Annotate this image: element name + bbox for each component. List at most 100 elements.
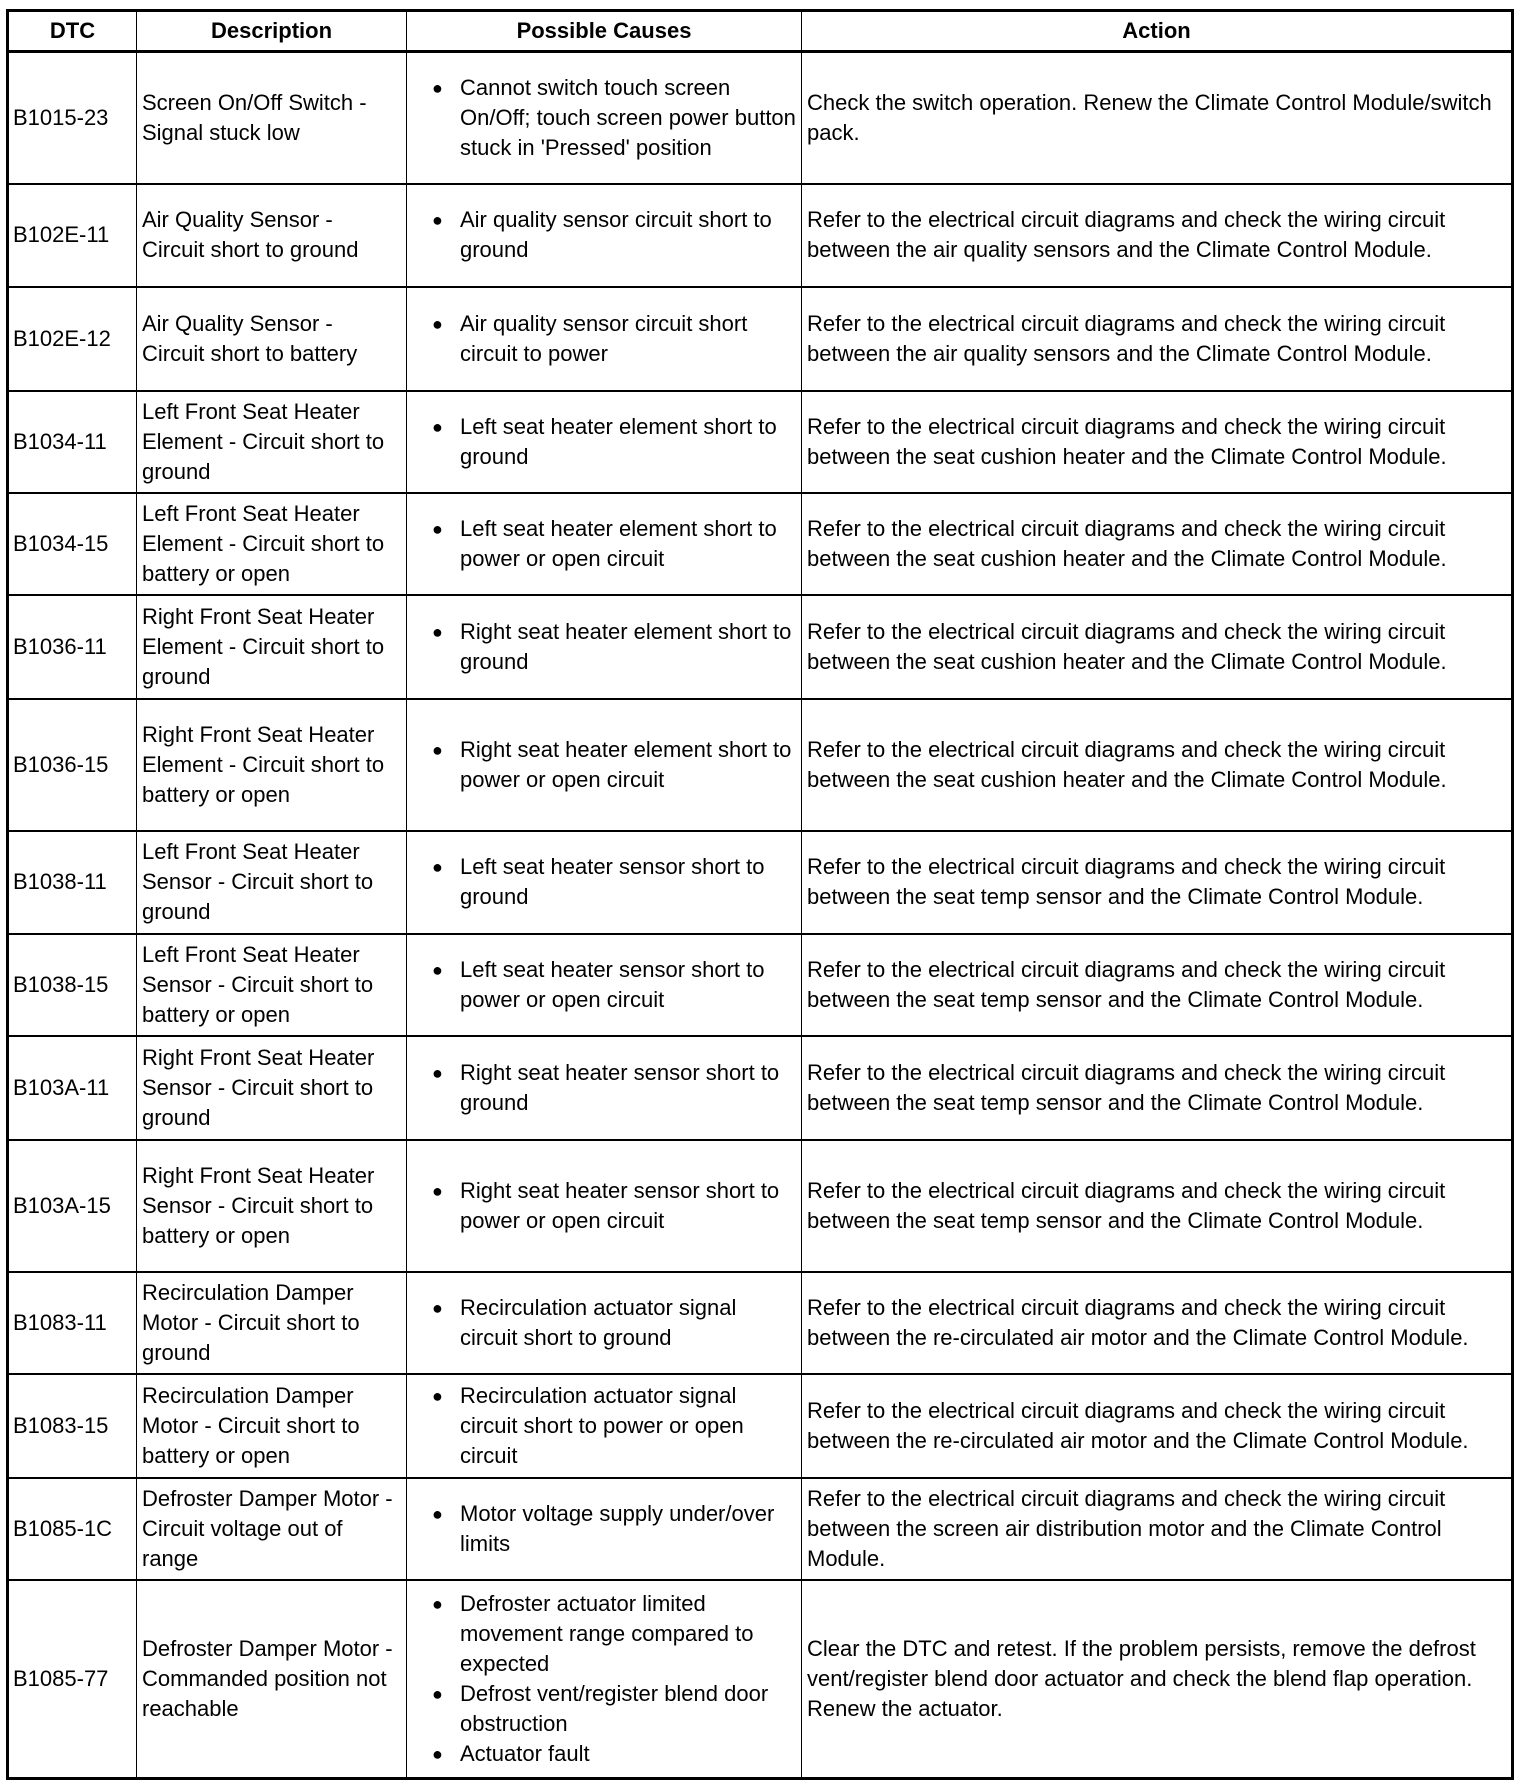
- dtc-code: B1038-11: [7, 830, 137, 935]
- cause-text: Air quality sensor circuit short to grou…: [460, 207, 772, 262]
- dtc-description: Right Front Seat Heater Element - Circui…: [136, 594, 407, 700]
- causes-list: ● Right seat heater sensor short to groun…: [412, 1058, 796, 1118]
- cause-text: Recirculation actuator signal circuit sh…: [460, 1294, 737, 1350]
- causes-list: ● Air quality sensor circuit short to gro…: [412, 205, 796, 265]
- causes-list: ● Left seat heater element short to groun…: [412, 412, 796, 472]
- causes-list: ● Left seat heater sensor short to power …: [412, 955, 796, 1015]
- header-description: Description: [136, 10, 407, 53]
- header-action: Action: [801, 10, 1513, 53]
- action-text: Refer to the electrical circuit diagrams…: [801, 492, 1513, 596]
- possible-causes: ● Defroster actuator limited movement ran…: [406, 1579, 802, 1780]
- cause-text: Recirculation actuator signal circuit sh…: [460, 1382, 744, 1468]
- causes-list: ● Cannot switch touch screen On/Off; touc…: [412, 73, 796, 163]
- cause-text: Right seat heater element short to groun…: [460, 618, 792, 674]
- dtc-code: B1083-15: [7, 1373, 137, 1479]
- action-text: Check the switch operation. Renew the Cl…: [801, 51, 1513, 185]
- cause-text: Left seat heater element short to power …: [460, 515, 777, 571]
- cause-item: ● Air quality sensor circuit short circui…: [432, 309, 796, 369]
- cause-text: Right seat heater sensor short to power …: [460, 1177, 780, 1233]
- cause-item: ● Right seat heater sensor short to groun…: [432, 1058, 796, 1118]
- bullet-icon: ●: [432, 959, 443, 980]
- dtc-code: B1036-11: [7, 594, 137, 700]
- cause-item: ● Cannot switch touch screen On/Off; touc…: [432, 73, 796, 163]
- bullet-icon: ●: [432, 857, 443, 877]
- cause-text: Air quality sensor circuit short circuit…: [460, 310, 748, 366]
- cause-item: ● Recirculation actuator signal circuit s…: [432, 1381, 796, 1471]
- causes-list: ● Recirculation actuator signal circuit s…: [412, 1293, 796, 1353]
- cause-text: Motor voltage supply under/over limits: [460, 1500, 775, 1556]
- dtc-description: Air Quality Sensor - Circuit short to ba…: [136, 286, 407, 392]
- possible-causes: ● Left seat heater sensor short to ground: [406, 830, 802, 935]
- dtc-code: B1085-1C: [7, 1477, 137, 1581]
- dtc-description: Defroster Damper Motor - Circuit voltage…: [136, 1477, 407, 1581]
- bullet-icon: ●: [432, 518, 443, 539]
- dtc-description: Left Front Seat Heater Sensor - Circuit …: [136, 933, 407, 1037]
- cause-text: Defrost vent/register blend door obstruc…: [460, 1680, 769, 1736]
- dtc-description: Recirculation Damper Motor - Circuit sho…: [136, 1271, 407, 1375]
- bullet-icon: ●: [432, 77, 443, 98]
- causes-list: ● Air quality sensor circuit short circui…: [412, 309, 796, 369]
- dtc-code: B1083-11: [7, 1271, 137, 1375]
- dtc-description: Right Front Seat Heater Sensor - Circuit…: [136, 1035, 407, 1141]
- action-text: Refer to the electrical circuit diagrams…: [801, 830, 1513, 935]
- possible-causes: ● Left seat heater sensor short to power …: [406, 933, 802, 1037]
- bullet-icon: ●: [432, 1385, 443, 1406]
- cause-item: ● Left seat heater element short to power…: [432, 514, 796, 574]
- table-row: B1085-77 Defroster Damper Motor - Command…: [7, 1579, 1513, 1780]
- possible-causes: ● Air quality sensor circuit short circui…: [406, 286, 802, 392]
- causes-list: ● Recirculation actuator signal circuit s…: [412, 1381, 796, 1471]
- causes-list: ● Motor voltage supply under/over limits: [412, 1499, 796, 1559]
- possible-causes: ● Right seat heater sensor short to power…: [406, 1139, 802, 1273]
- action-text: Refer to the electrical circuit diagrams…: [801, 1271, 1513, 1375]
- cause-text: Right seat heater element short to power…: [460, 736, 792, 792]
- table-row: B103A-11 Right Front Seat Heater Sensor -…: [7, 1035, 1513, 1141]
- table-row: B1015-23 Screen On/Off Switch - Signal st…: [7, 51, 1513, 185]
- possible-causes: ● Motor voltage supply under/over limits: [406, 1477, 802, 1581]
- table-row: B1083-11 Recirculation Damper Motor - Cir…: [7, 1271, 1513, 1375]
- cause-text: Cannot switch touch screen On/Off; touch…: [460, 74, 796, 160]
- action-text: Refer to the electrical circuit diagrams…: [801, 698, 1513, 832]
- dtc-description: Right Front Seat Heater Element - Circui…: [136, 698, 407, 832]
- cause-item: ● Recirculation actuator signal circuit s…: [432, 1293, 796, 1353]
- cause-item: ● Left seat heater sensor short to power …: [432, 955, 796, 1015]
- table-row: B1034-11 Left Front Seat Heater Element -…: [7, 390, 1513, 494]
- header-possible-causes: Possible Causes: [406, 10, 802, 53]
- cause-item: ● Left seat heater element short to groun…: [432, 412, 796, 472]
- dtc-description: Left Front Seat Heater Element - Circuit…: [136, 390, 407, 494]
- causes-list: ● Defroster actuator limited movement ran…: [412, 1589, 796, 1769]
- cause-text: Defroster actuator limited movement rang…: [460, 1590, 754, 1676]
- cause-item: ● Motor voltage supply under/over limits: [432, 1499, 796, 1559]
- action-text: Refer to the electrical circuit diagrams…: [801, 1139, 1513, 1273]
- table-row: B102E-11 Air Quality Sensor - Circuit sho…: [7, 183, 1513, 288]
- dtc-code: B102E-11: [7, 183, 137, 288]
- cause-text: Left seat heater element short to ground: [460, 413, 777, 469]
- dtc-code: B1034-11: [7, 390, 137, 494]
- bullet-icon: ●: [432, 313, 443, 334]
- bullet-icon: ●: [432, 210, 443, 230]
- cause-text: Left seat heater sensor short to ground: [460, 854, 765, 909]
- dtc-description: Screen On/Off Switch - Signal stuck low: [136, 51, 407, 185]
- dtc-code: B1036-15: [7, 698, 137, 832]
- bullet-icon: ●: [432, 1743, 443, 1764]
- table-row: B1085-1C Defroster Damper Motor - Circuit…: [7, 1477, 1513, 1581]
- table-row: B1036-11 Right Front Seat Heater Element …: [7, 594, 1513, 700]
- dtc-code: B103A-11: [7, 1035, 137, 1141]
- cause-text: Right seat heater sensor short to ground: [460, 1059, 780, 1115]
- bullet-icon: ●: [432, 1062, 443, 1083]
- bullet-icon: ●: [432, 416, 443, 437]
- action-text: Refer to the electrical circuit diagrams…: [801, 1373, 1513, 1479]
- cause-item: ● Defrost vent/register blend door obstru…: [432, 1679, 796, 1739]
- action-text: Refer to the electrical circuit diagrams…: [801, 286, 1513, 392]
- possible-causes: ● Right seat heater element short to grou…: [406, 594, 802, 700]
- action-text: Refer to the electrical circuit diagrams…: [801, 933, 1513, 1037]
- table-row: B102E-12 Air Quality Sensor - Circuit sho…: [7, 286, 1513, 392]
- possible-causes: ● Cannot switch touch screen On/Off; touc…: [406, 51, 802, 185]
- cause-item: ● Actuator fault: [432, 1739, 796, 1769]
- table-row: B1083-15 Recirculation Damper Motor - Cir…: [7, 1373, 1513, 1479]
- action-text: Refer to the electrical circuit diagrams…: [801, 594, 1513, 700]
- dtc-description: Right Front Seat Heater Sensor - Circuit…: [136, 1139, 407, 1273]
- action-text: Refer to the electrical circuit diagrams…: [801, 183, 1513, 288]
- action-text: Refer to the electrical circuit diagrams…: [801, 1477, 1513, 1581]
- cause-text: Actuator fault: [460, 1740, 590, 1766]
- possible-causes: ● Recirculation actuator signal circuit s…: [406, 1373, 802, 1479]
